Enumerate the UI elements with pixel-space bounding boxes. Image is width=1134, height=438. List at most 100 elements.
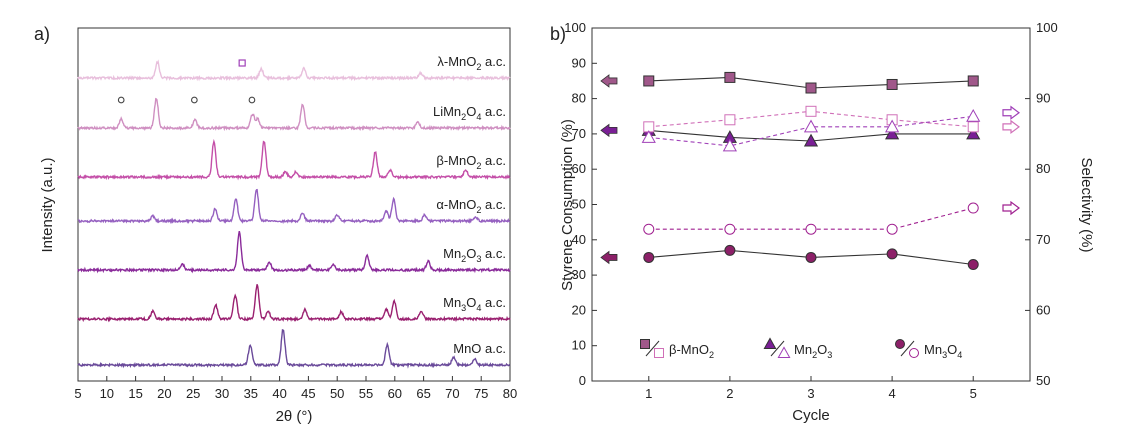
xrd-x-tick-label: 10: [100, 386, 114, 401]
xrd-series-label: α-MnO2 a.c.: [436, 197, 506, 215]
xrd-series-label: Mn2O3 a.c.: [443, 246, 506, 264]
xrd-peak-markers: [117, 59, 256, 104]
cycle-data-point: [885, 119, 900, 133]
cycle-data-point: [724, 114, 736, 126]
cycle-y2-tick-label: 100: [1036, 20, 1058, 35]
cycle-x-tick-label: 4: [888, 386, 895, 401]
legend-filled-marker: [640, 339, 650, 349]
legend-slash: [770, 340, 785, 357]
cycle-y2-tick-label: 70: [1036, 232, 1050, 247]
xrd-x-tick-label: 30: [215, 386, 229, 401]
xrd-series-labels: λ-MnO2 a.c. LiMn2O4 a.c. β-MnO2 a.c. α-MnO2…: [433, 54, 506, 356]
right-axis-arrow: [1002, 200, 1020, 216]
left-axis-arrow: [600, 74, 618, 88]
xrd-traces: [77, 59, 511, 369]
xrd-x-tick-label: 50: [330, 386, 344, 401]
cycle-chart: 0 10 20 30 40 50 60 70 80 90 100 50 60 70 80 90 100 1 2 3 4 5…: [559, 20, 1095, 424]
cycle-data-point: [724, 71, 736, 83]
legend-label: Mn3O4: [924, 342, 962, 360]
cycle-data-point: [967, 259, 979, 271]
cycle-y-tick-label: 40: [572, 232, 586, 247]
cycle-y-tick-label: 90: [572, 55, 586, 70]
cycle-y-tick-label: 80: [572, 91, 586, 106]
left-axis-arrow: [600, 250, 618, 265]
xrd-series-label: MnO a.c.: [453, 341, 506, 356]
cycle-y-tick-label: 30: [572, 267, 586, 282]
xrd-x-tick-label: 45: [301, 386, 315, 401]
cycle-y-tick-label: 70: [572, 126, 586, 141]
left-axis-arrow: [600, 123, 618, 138]
cycle-data-point: [641, 130, 656, 143]
xrd-chart: 5 10 15 20 25 30 35 40 45 50 55 60 65 70 75 80 λ-MnO2 a…: [39, 27, 517, 425]
cycle-data-point: [643, 223, 655, 235]
cycle-data-point: [724, 244, 736, 256]
xrd-series-label: λ-MnO2 a.c.: [437, 54, 506, 72]
xrd-x-tick-label: 60: [388, 386, 402, 401]
xrd-x-tick-label: 20: [157, 386, 171, 401]
xrd-x-tick-label: 55: [359, 386, 373, 401]
cycle-data-point: [967, 121, 979, 133]
xrd-x-tick-label: 40: [272, 386, 286, 401]
xrd-y-axis-label: Intensity (a.u.): [39, 157, 56, 252]
xrd-x-tick-label: 35: [244, 386, 258, 401]
xrd-circle-marker: [191, 96, 198, 104]
cycle-y-tick-label: 100: [564, 20, 586, 35]
xrd-trace: [77, 138, 511, 181]
cycle-x-tick-label: 1: [645, 386, 652, 401]
xrd-trace: [77, 284, 511, 323]
panel-a-label: a): [34, 24, 50, 44]
xrd-x-axis-label: 2θ (°): [276, 408, 313, 425]
cycle-series: [641, 71, 981, 271]
cycle-data-point: [885, 126, 900, 140]
cycle-y2-tick-label: 60: [1036, 302, 1050, 317]
cycle-data-point: [805, 251, 817, 263]
xrd-square-marker: [238, 59, 246, 67]
xrd-plot-frame: [77, 27, 511, 382]
xrd-x-axis: 5 10 15 20 25 30 35 40 45 50 55 60 65 70 75 80: [74, 376, 517, 401]
cycle-y-tick-label: 10: [572, 338, 586, 353]
xrd-x-tick-label: 15: [128, 386, 142, 401]
xrd-series-label: Mn3O4 a.c.: [443, 295, 506, 313]
legend-open-marker: [909, 348, 919, 358]
cycle-data-point: [967, 202, 979, 214]
cycle-y2-tick-label: 80: [1036, 161, 1050, 176]
cycle-data-point: [805, 223, 817, 235]
xrd-x-tick-label: 80: [503, 386, 517, 401]
cycle-axes: 0 10 20 30 40 50 60 70 80 90 100 50 60 70 80 90 100 1 2 3 4 5: [564, 20, 1057, 401]
cycle-y-tick-label: 0: [579, 373, 586, 388]
xrd-circle-marker: [117, 96, 125, 104]
cycle-axis-arrows: [600, 74, 1020, 265]
legend-label: Mn2O3: [794, 342, 832, 360]
cycle-data-point: [643, 75, 655, 87]
cycle-x-tick-label: 3: [807, 386, 814, 401]
legend-filled-marker: [763, 337, 777, 349]
xrd-x-tick-label: 5: [74, 386, 81, 401]
cycle-y2-tick-label: 90: [1036, 91, 1050, 106]
cycle-y-tick-label: 20: [572, 302, 586, 317]
cycle-y-tick-label: 60: [572, 161, 586, 176]
xrd-series-label: β-MnO2 a.c.: [436, 153, 506, 171]
cycle-x-tick-label: 5: [970, 386, 977, 401]
cycle-y-tick-label: 50: [572, 197, 586, 212]
legend-slash: [900, 340, 915, 357]
xrd-trace: [77, 328, 511, 369]
legend-label: β-MnO2: [669, 342, 714, 360]
cycle-y2-axis-label: Selectivity (%): [1078, 157, 1095, 252]
legend-slash: [645, 340, 660, 357]
cycle-data-point: [966, 126, 981, 140]
cycle-data-point: [722, 138, 737, 152]
cycle-x-tick-label: 2: [726, 386, 733, 401]
cycle-data-point: [805, 105, 817, 117]
xrd-trace: [77, 188, 511, 225]
cycle-data-point: [886, 223, 898, 235]
xrd-x-tick-label: 25: [186, 386, 200, 401]
cycle-data-point: [886, 78, 898, 90]
cycle-data-point: [643, 251, 655, 263]
cycle-data-point: [805, 82, 817, 94]
cycle-data-point: [724, 223, 736, 235]
right-axis-arrow: [1002, 119, 1020, 135]
right-axis-arrow: [1002, 105, 1020, 120]
cycle-data-point: [966, 108, 981, 122]
panel-b-label: b): [550, 24, 566, 44]
